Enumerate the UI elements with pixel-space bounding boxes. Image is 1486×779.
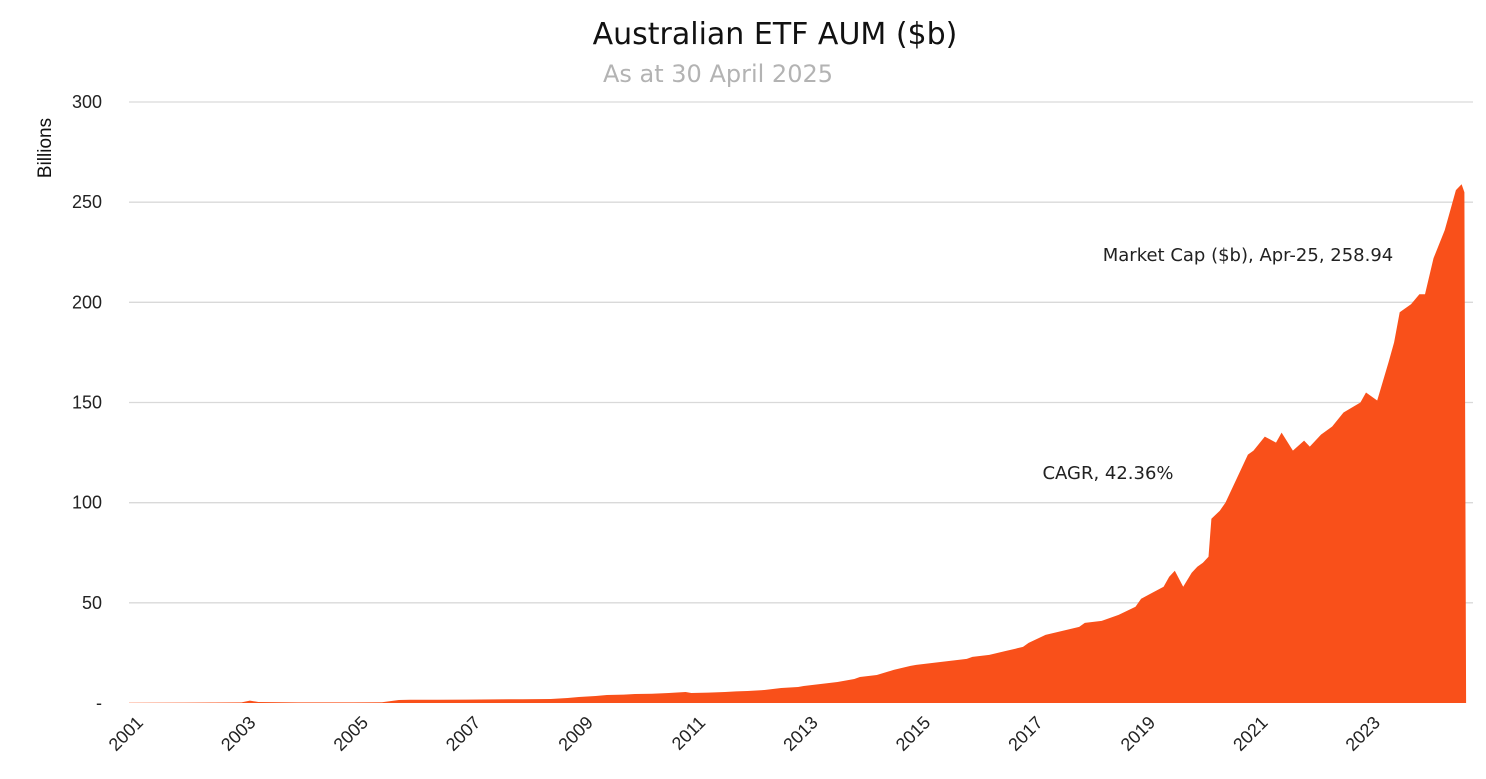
x-axis-ticks: 2001 2003 2005 2007 2009 2011 2013 2015 2017 2019… bbox=[105, 712, 1384, 754]
x-tick-label-2013: 2013 bbox=[779, 712, 821, 754]
y-axis-label: Billions bbox=[35, 118, 56, 178]
cagr-annotation: CAGR, 42.36% bbox=[1042, 463, 1173, 484]
y-tick-label-0: - bbox=[96, 693, 102, 713]
x-tick-label-2019: 2019 bbox=[1117, 712, 1159, 754]
y-tick-label-200: 200 bbox=[72, 292, 102, 312]
area-series bbox=[129, 184, 1470, 704]
x-tick-label-2021: 2021 bbox=[1229, 712, 1271, 754]
x-tick-label-2011: 2011 bbox=[668, 712, 710, 754]
x-tick-label-2007: 2007 bbox=[442, 712, 484, 754]
market-cap-annotation: Market Cap ($b), Apr-25, 258.94 bbox=[1103, 245, 1394, 266]
y-tick-label-150: 150 bbox=[72, 393, 102, 413]
x-tick-label-2003: 2003 bbox=[217, 712, 259, 754]
area-fill bbox=[129, 184, 1470, 704]
y-axis-ticks: - 50 100 150 200 250 300 bbox=[72, 92, 102, 713]
x-tick-label-2015: 2015 bbox=[892, 712, 934, 754]
x-tick-label-2005: 2005 bbox=[330, 712, 372, 754]
y-tick-label-250: 250 bbox=[72, 192, 102, 212]
x-tick-label-2001: 2001 bbox=[105, 712, 147, 754]
y-tick-label-100: 100 bbox=[72, 493, 102, 513]
chart-subtitle: As at 30 April 2025 bbox=[603, 60, 833, 88]
x-tick-label-2023: 2023 bbox=[1342, 712, 1384, 754]
y-tick-label-300: 300 bbox=[72, 92, 102, 112]
x-tick-label-2017: 2017 bbox=[1004, 712, 1046, 754]
x-tick-label-2009: 2009 bbox=[554, 712, 596, 754]
chart-title: Australian ETF AUM ($b) bbox=[593, 17, 958, 52]
y-tick-label-50: 50 bbox=[82, 593, 102, 613]
